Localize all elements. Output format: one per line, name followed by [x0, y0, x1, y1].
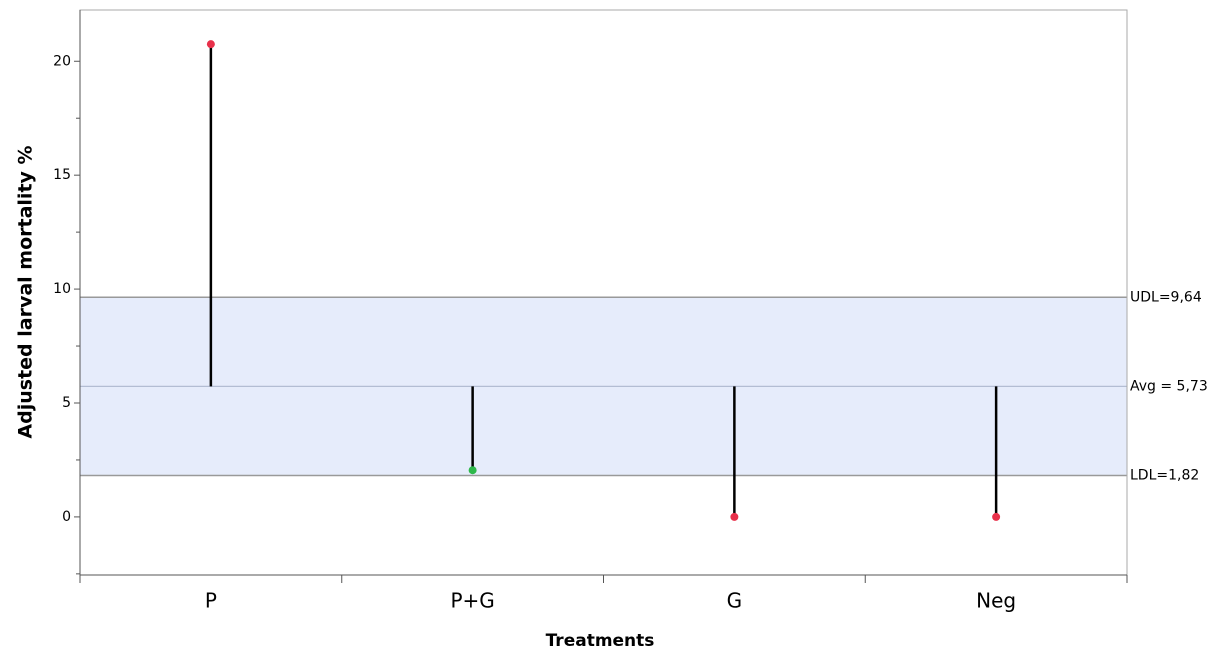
y-axis-label: Adjusted larval mortality %	[15, 145, 37, 438]
y-tick-label: 20	[53, 53, 71, 69]
plot-frame	[79, 9, 1128, 576]
x-axis-label: Treatments	[546, 631, 655, 651]
x-tick-label: Neg	[976, 589, 1016, 613]
point	[992, 512, 1001, 521]
point	[468, 466, 477, 475]
limit-label: LDL=1,82	[1130, 467, 1199, 483]
y-tick-label: 15	[53, 167, 71, 183]
y-tick-label: 0	[62, 509, 71, 525]
point	[730, 512, 739, 521]
x-tick-label: P	[205, 589, 217, 613]
x-tick-label: G	[727, 589, 743, 613]
limit-label: Avg = 5,73	[1130, 378, 1208, 394]
point	[206, 40, 215, 49]
limit-label: UDL=9,64	[1130, 289, 1202, 305]
x-tick-label: P+G	[450, 589, 494, 613]
y-tick-label: 10	[53, 281, 71, 297]
y-tick-label: 5	[62, 395, 71, 411]
